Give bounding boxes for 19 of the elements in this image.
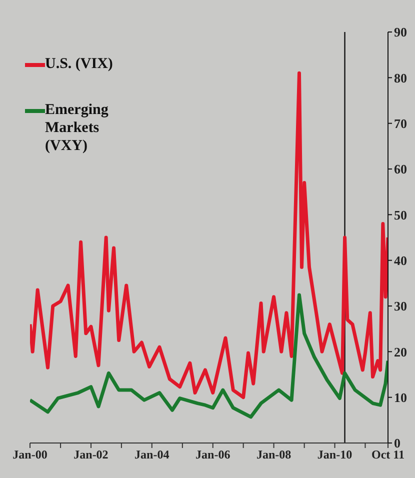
legend-label: U.S. (VIX) [45, 55, 114, 73]
x-tick-label: Jan-06 [196, 448, 230, 462]
y-tick-label: 60 [394, 162, 407, 177]
x-tick-label: Jan-02 [74, 448, 108, 462]
line-series [30, 293, 388, 419]
y-tick-label: 50 [394, 207, 407, 222]
y-tick-label: 30 [394, 298, 407, 314]
x-tick-label: Jan-04 [134, 448, 170, 462]
x-tick-label: Jan-10 [317, 448, 352, 462]
line-series [30, 71, 388, 400]
y-tick-label: 10 [394, 390, 407, 405]
y-tick-label: 20 [394, 344, 407, 360]
y-tick-label: 70 [394, 116, 407, 131]
y-tick-label: 90 [394, 24, 407, 40]
y-tick-label: 40 [394, 252, 407, 268]
x-tick-label: Jan-08 [256, 448, 292, 462]
y-tick-label: 80 [394, 70, 407, 86]
legend-label: Emerging Markets (VXY) [45, 101, 110, 155]
x-tick-label: Jan-00 [12, 448, 48, 462]
